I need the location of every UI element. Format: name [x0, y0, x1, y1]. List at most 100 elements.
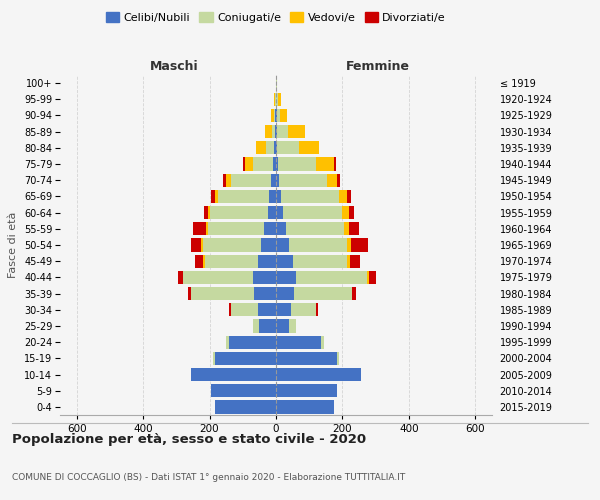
Bar — [277, 125, 288, 138]
Bar — [191, 368, 276, 381]
Bar — [258, 254, 276, 268]
Bar — [369, 270, 376, 284]
Bar — [254, 287, 276, 300]
Bar — [253, 158, 274, 170]
Bar — [277, 109, 280, 122]
Bar — [231, 303, 258, 316]
Bar — [229, 303, 231, 316]
Bar — [213, 352, 215, 365]
Bar — [352, 287, 356, 300]
Bar — [278, 158, 316, 170]
Bar — [347, 190, 352, 203]
Bar — [218, 190, 269, 203]
Bar — [208, 206, 209, 220]
Bar — [349, 206, 354, 220]
Bar — [188, 287, 191, 300]
Bar — [276, 222, 286, 235]
Bar — [276, 254, 293, 268]
Bar — [215, 190, 218, 203]
Bar — [276, 336, 321, 349]
Bar — [183, 270, 253, 284]
Y-axis label: Fasce di età: Fasce di età — [8, 212, 19, 278]
Bar — [231, 174, 271, 187]
Bar — [316, 158, 334, 170]
Bar — [277, 92, 278, 106]
Bar — [350, 254, 360, 268]
Bar — [276, 303, 291, 316]
Bar — [276, 109, 277, 122]
Bar — [275, 109, 276, 122]
Bar — [293, 254, 347, 268]
Bar — [253, 320, 259, 332]
Bar — [271, 109, 274, 122]
Bar — [337, 352, 339, 365]
Bar — [271, 174, 276, 187]
Bar — [215, 400, 276, 413]
Bar — [288, 125, 305, 138]
Bar — [278, 174, 327, 187]
Bar — [223, 174, 226, 187]
Bar — [276, 400, 334, 413]
Bar — [367, 270, 369, 284]
Bar — [276, 320, 289, 332]
Bar — [352, 238, 368, 252]
Text: Maschi: Maschi — [150, 60, 199, 72]
Text: COMUNE DI COCCAGLIO (BS) - Dati ISTAT 1° gennaio 2020 - Elaborazione TUTTITALIA.: COMUNE DI COCCAGLIO (BS) - Dati ISTAT 1°… — [12, 473, 405, 482]
Text: Popolazione per età, sesso e stato civile - 2020: Popolazione per età, sesso e stato civil… — [12, 432, 366, 446]
Bar — [276, 287, 294, 300]
Bar — [259, 320, 276, 332]
Bar — [276, 238, 289, 252]
Bar — [344, 222, 349, 235]
Legend: Celibi/Nubili, Coniugati/e, Vedovi/e, Divorziati/e: Celibi/Nubili, Coniugati/e, Vedovi/e, Di… — [101, 8, 451, 28]
Bar — [276, 141, 277, 154]
Bar — [208, 222, 265, 235]
Bar — [299, 141, 319, 154]
Bar — [275, 125, 276, 138]
Bar — [296, 270, 367, 284]
Bar — [276, 270, 296, 284]
Bar — [194, 254, 203, 268]
Bar — [265, 125, 272, 138]
Bar — [277, 141, 299, 154]
Bar — [289, 238, 347, 252]
Bar — [268, 206, 276, 220]
Bar — [229, 336, 276, 349]
Bar — [201, 238, 203, 252]
Bar — [339, 190, 347, 203]
Bar — [334, 158, 336, 170]
Bar — [211, 384, 276, 398]
Bar — [327, 174, 337, 187]
Bar — [193, 222, 206, 235]
Bar — [269, 190, 276, 203]
Bar — [261, 238, 276, 252]
Bar — [276, 158, 278, 170]
Text: Femmine: Femmine — [346, 60, 410, 72]
Bar — [316, 303, 317, 316]
Bar — [294, 287, 352, 300]
Bar — [276, 206, 283, 220]
Bar — [203, 254, 205, 268]
Bar — [215, 352, 276, 365]
Bar — [226, 174, 231, 187]
Bar — [278, 92, 281, 106]
Bar — [266, 141, 274, 154]
Bar — [281, 190, 339, 203]
Bar — [191, 287, 254, 300]
Bar — [272, 125, 275, 138]
Bar — [343, 206, 349, 220]
Bar — [347, 238, 352, 252]
Bar — [276, 384, 337, 398]
Bar — [276, 190, 281, 203]
Bar — [245, 158, 253, 170]
Bar — [203, 238, 261, 252]
Bar — [289, 320, 296, 332]
Bar — [244, 158, 245, 170]
Bar — [206, 222, 208, 235]
Bar — [276, 174, 278, 187]
Bar — [265, 222, 276, 235]
Bar — [209, 206, 268, 220]
Bar — [226, 336, 229, 349]
Bar — [258, 303, 276, 316]
Bar — [274, 109, 275, 122]
Bar — [253, 270, 276, 284]
